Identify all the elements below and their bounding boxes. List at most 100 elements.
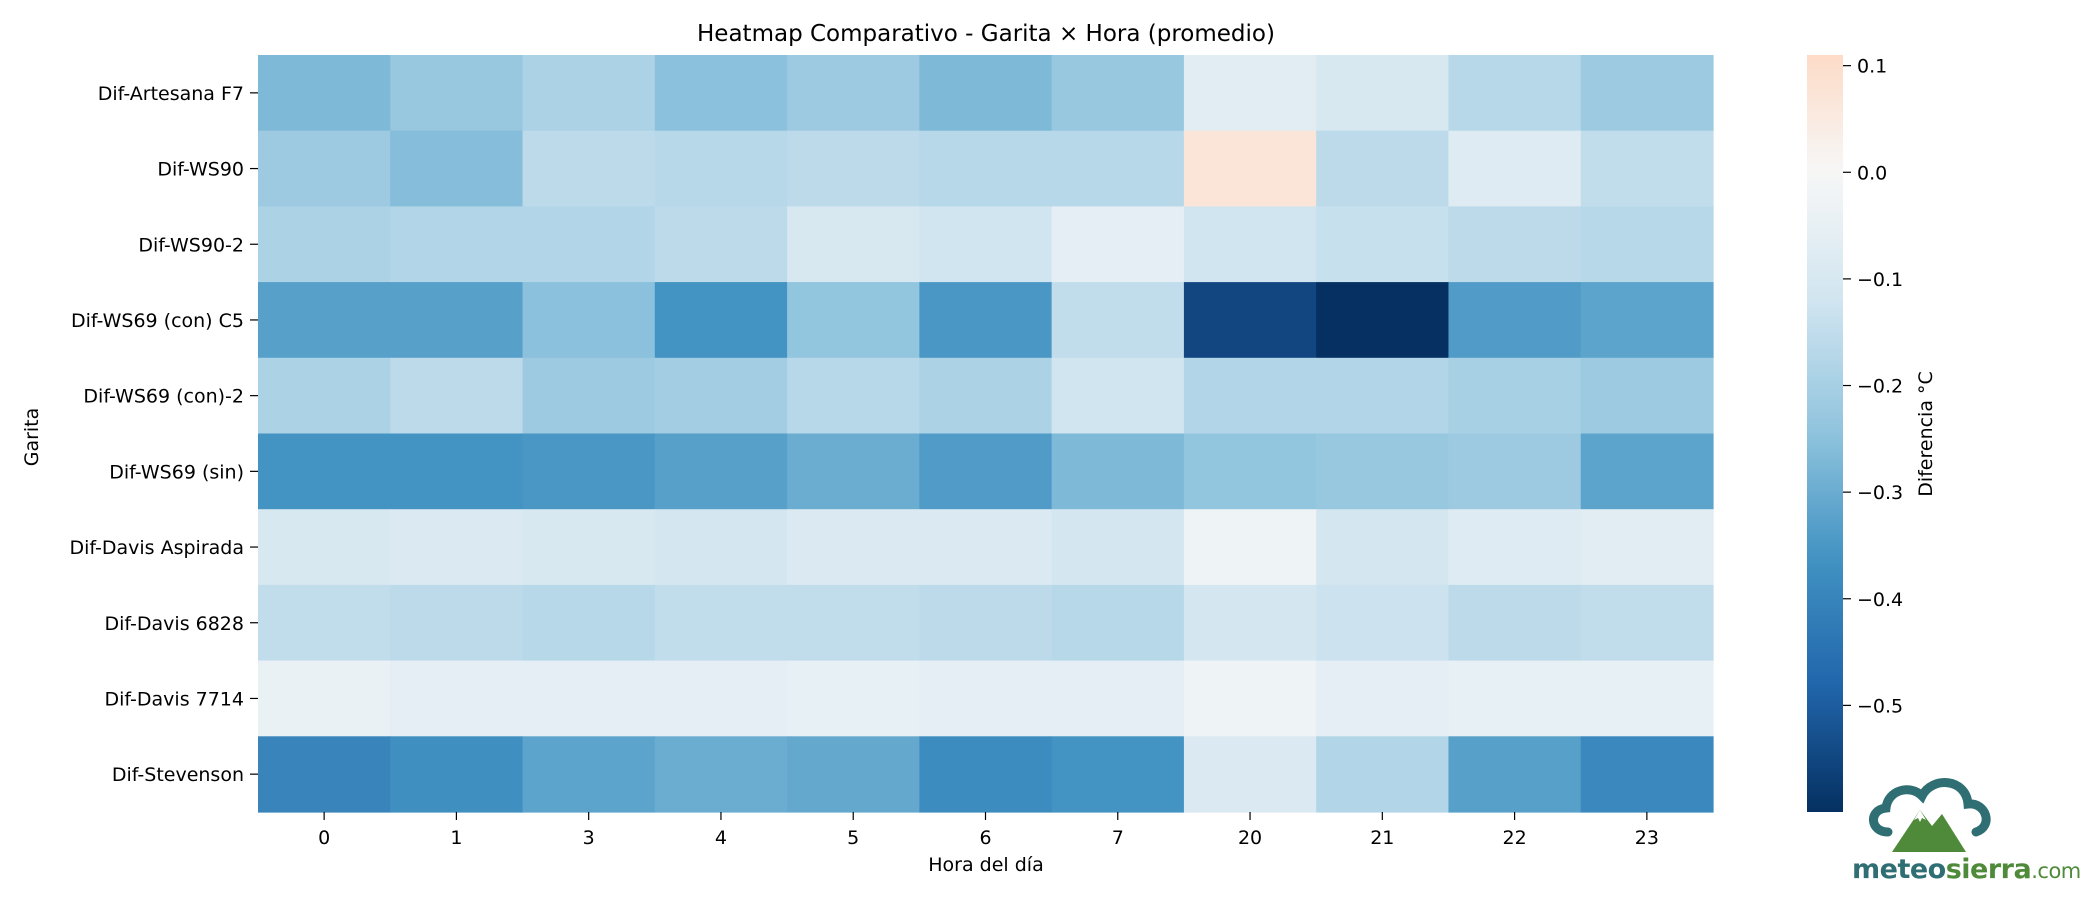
heatmap-cell <box>1051 584 1185 662</box>
heatmap-cell <box>1580 55 1714 132</box>
heatmap-cell <box>1183 206 1317 283</box>
meteosierra-logo <box>1869 778 1991 852</box>
heatmap-cell <box>1316 206 1450 283</box>
heatmap-cell <box>258 357 391 435</box>
heatmap-cell <box>1448 433 1582 510</box>
colorbar-tick-label: −0.3 <box>1857 482 1903 504</box>
heatmap-cell <box>919 282 1053 359</box>
y-tick-label: Dif-Davis 7714 <box>104 688 244 710</box>
x-tick-label: 5 <box>847 827 859 849</box>
heatmap-cell <box>654 509 788 586</box>
heatmap-cell <box>654 736 788 813</box>
heatmap-cell <box>522 584 656 662</box>
heatmap-cell <box>1316 55 1450 132</box>
heatmap-cell <box>1580 660 1714 737</box>
heatmap-cell <box>1580 584 1714 662</box>
y-tick-label: Dif-WS69 (con)-2 <box>83 386 244 408</box>
colorbar-tick-label: 0.1 <box>1857 56 1887 78</box>
heatmap-cell <box>1051 282 1185 359</box>
y-tick-label: Dif-WS90-2 <box>138 234 244 256</box>
heatmap-cell <box>654 433 788 510</box>
heatmap-cell <box>787 282 920 359</box>
x-axis-label: Hora del día <box>928 854 1043 876</box>
heatmap-cell <box>787 584 920 662</box>
colorbar-tick-label: −0.5 <box>1857 695 1903 717</box>
heatmap-cell <box>390 130 524 207</box>
heatmap-cell <box>787 130 920 207</box>
heatmap-cell <box>787 357 920 435</box>
heatmap-cell <box>787 509 920 586</box>
heatmap-cell <box>1580 433 1714 510</box>
colorbar <box>1807 55 1843 812</box>
heatmap-cell <box>258 509 391 586</box>
heatmap-cell <box>1580 357 1714 435</box>
heatmap-cell <box>1448 584 1582 662</box>
heatmap-cell <box>1316 660 1450 737</box>
heatmap-cell <box>1183 584 1317 662</box>
heatmap-cell <box>1316 509 1450 586</box>
mountain-icon <box>1892 810 1966 852</box>
heatmap-cell <box>1448 282 1582 359</box>
y-tick-label: Dif-Davis 6828 <box>104 613 244 635</box>
heatmap-cell <box>919 130 1053 207</box>
heatmap-cell <box>1183 357 1317 435</box>
heatmap-cell <box>390 357 524 435</box>
heatmap-cell <box>787 660 920 737</box>
heatmap-cell <box>919 55 1053 132</box>
heatmap-cell <box>522 736 656 813</box>
heatmap-cell <box>522 433 656 510</box>
heatmap-cell <box>1183 433 1317 510</box>
heatmap-cell <box>654 130 788 207</box>
heatmap-cell <box>1448 130 1582 207</box>
heatmap-cell <box>919 509 1053 586</box>
heatmap-cell <box>1051 433 1185 510</box>
heatmap-cell <box>1580 206 1714 283</box>
heatmap-cell <box>919 584 1053 662</box>
heatmap-cell <box>1316 282 1450 359</box>
heatmap-cell <box>522 509 656 586</box>
heatmap-cell <box>258 736 391 813</box>
heatmap-cell <box>654 660 788 737</box>
heatmap-cell <box>1448 55 1582 132</box>
heatmap-cell <box>258 584 391 662</box>
heatmap-cell <box>1183 736 1317 813</box>
heatmap-cell <box>522 357 656 435</box>
colorbar-tick-label: 0.0 <box>1857 162 1887 184</box>
heatmap-cell <box>787 433 920 510</box>
heatmap-cell <box>390 736 524 813</box>
x-tick-label: 22 <box>1502 827 1526 849</box>
y-tick-label: Dif-WS90 <box>157 159 244 181</box>
heatmap-cell <box>522 206 656 283</box>
heatmap-cell <box>1316 736 1450 813</box>
heatmap-cell <box>919 660 1053 737</box>
heatmap-cell <box>919 357 1053 435</box>
heatmap-cell <box>258 206 391 283</box>
heatmap-cell <box>258 433 391 510</box>
heatmap-cell <box>787 206 920 283</box>
y-axis-ticks: Dif-Artesana F7 Dif-WS90 Dif-WS90-2 Dif-WS6… <box>69 83 258 786</box>
heatmap-cell <box>1051 736 1185 813</box>
heatmap-cell <box>1448 509 1582 586</box>
heatmap-cell <box>654 282 788 359</box>
heatmap-cell <box>1051 206 1185 283</box>
heatmap-cell <box>1051 509 1185 586</box>
x-tick-label: 20 <box>1238 827 1262 849</box>
colorbar-tick-label: −0.1 <box>1857 269 1903 291</box>
cloud-icon <box>1869 778 1991 837</box>
y-tick-label: Dif-WS69 (con) C5 <box>71 310 244 332</box>
heatmap-cell <box>919 206 1053 283</box>
x-tick-label: 0 <box>318 827 330 849</box>
heatmap-cell <box>258 130 391 207</box>
heatmap-cell <box>1580 509 1714 586</box>
heatmap-cell <box>654 206 788 283</box>
x-tick-label: 23 <box>1635 827 1659 849</box>
heatmap-cell <box>919 736 1053 813</box>
heatmap-cell <box>390 282 524 359</box>
colorbar-tick-label: −0.4 <box>1857 589 1903 611</box>
heatmap-cell <box>1183 130 1317 207</box>
heatmap-cell <box>1580 282 1714 359</box>
heatmap-cell <box>522 282 656 359</box>
heatmap-cell <box>390 55 524 132</box>
heatmap-cells <box>258 55 1714 813</box>
heatmap-cell <box>1448 357 1582 435</box>
